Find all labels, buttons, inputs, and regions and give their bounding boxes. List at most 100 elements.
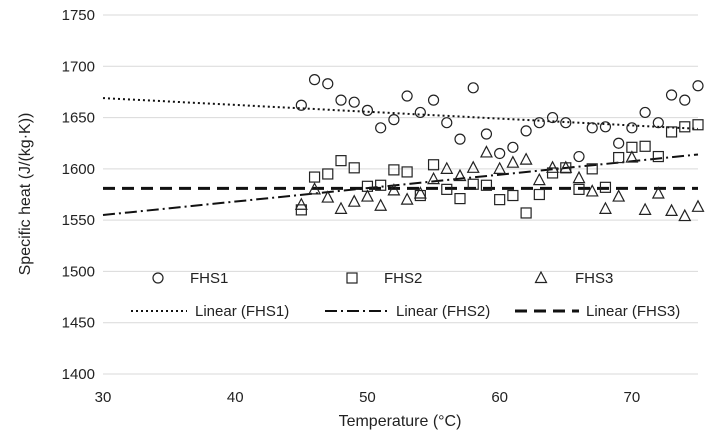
- point-fhs1: [573, 150, 585, 163]
- point-fhs2: [573, 183, 585, 195]
- point-fhs1: [546, 111, 559, 124]
- point-fhs3: [479, 145, 493, 158]
- legend-marker-fhs1: [152, 272, 164, 284]
- point-fhs1: [679, 94, 691, 106]
- point-fhs2: [665, 126, 678, 138]
- point-fhs3: [598, 201, 612, 214]
- point-fhs2: [388, 164, 400, 176]
- point-fhs1: [375, 122, 387, 134]
- point-fhs3: [691, 199, 705, 212]
- point-fhs1: [494, 147, 506, 160]
- trendline-dotted: [102, 97, 699, 130]
- x-axis-title: Temperature (°C): [339, 413, 462, 430]
- point-fhs3: [440, 161, 454, 174]
- point-fhs2: [401, 166, 413, 178]
- point-fhs1: [322, 78, 334, 90]
- point-fhs3: [321, 190, 335, 203]
- legend: FHS1 FHS2 FHS3 Linear (FHS1) Linear (FHS2) Li…: [131, 270, 680, 320]
- point-fhs2: [546, 167, 559, 179]
- point-fhs1: [533, 117, 545, 129]
- point-fhs2: [494, 194, 506, 206]
- point-fhs3: [308, 182, 322, 195]
- point-fhs3: [651, 186, 665, 199]
- legend-label: Linear (FHS3): [586, 303, 680, 320]
- point-fhs2: [480, 179, 493, 191]
- y-tick-label: 1450: [62, 315, 95, 332]
- point-fhs3: [506, 155, 520, 168]
- point-fhs1: [480, 128, 493, 140]
- legend-label: FHS3: [575, 270, 613, 287]
- legend-marker-fhs3: [534, 270, 548, 284]
- y-tick-label: 1500: [62, 263, 95, 280]
- point-fhs2: [295, 204, 307, 216]
- point-fhs3: [559, 160, 573, 173]
- y-tick-label: 1400: [62, 366, 95, 383]
- point-fhs2: [520, 207, 532, 219]
- point-fhs1: [414, 106, 426, 119]
- point-fhs2: [427, 159, 440, 171]
- point-fhs1: [665, 89, 678, 101]
- point-fhs2: [375, 179, 387, 191]
- point-fhs2: [335, 155, 347, 167]
- legend-label: FHS1: [190, 270, 228, 287]
- point-fhs3: [665, 203, 679, 217]
- point-fhs3: [347, 194, 361, 207]
- x-tick-label: 40: [227, 389, 244, 406]
- point-fhs1: [335, 94, 347, 106]
- gridlines: [103, 14, 698, 375]
- point-fhs2: [454, 193, 466, 205]
- point-fhs3: [678, 208, 692, 222]
- point-fhs2: [507, 189, 519, 202]
- legend-label: Linear (FHS2): [396, 303, 490, 320]
- y-tick-label: 1600: [62, 161, 95, 178]
- point-fhs1: [427, 94, 440, 106]
- point-fhs3: [532, 172, 546, 186]
- point-fhs1: [586, 122, 598, 134]
- point-fhs3: [334, 201, 348, 214]
- y-tick-label: 1550: [62, 212, 95, 229]
- point-fhs1: [467, 82, 479, 94]
- point-fhs1: [361, 104, 374, 116]
- point-fhs3: [453, 168, 467, 182]
- point-fhs3: [519, 152, 533, 165]
- point-fhs2: [348, 162, 360, 174]
- trendline-dashdot: [102, 153, 699, 217]
- point-fhs3: [387, 183, 401, 196]
- x-tick-labels: 30 40 50 60 70: [95, 389, 641, 406]
- point-fhs1: [507, 141, 519, 153]
- legend-marker-fhs2: [346, 272, 358, 284]
- point-fhs3: [294, 197, 308, 210]
- point-fhs1: [308, 74, 321, 86]
- point-fhs1: [560, 117, 572, 129]
- x-tick-label: 70: [624, 389, 641, 406]
- point-fhs1: [626, 122, 638, 134]
- point-fhs3: [400, 192, 414, 205]
- x-tick-label: 30: [95, 389, 112, 406]
- point-fhs1: [692, 80, 704, 92]
- point-fhs3: [466, 160, 480, 173]
- point-fhs3: [572, 170, 586, 184]
- point-fhs3: [638, 202, 652, 215]
- x-tick-label: 50: [359, 389, 376, 406]
- point-fhs2: [652, 150, 664, 163]
- point-fhs2: [308, 171, 321, 183]
- point-fhs2: [441, 183, 453, 195]
- point-fhs1: [348, 96, 360, 108]
- point-fhs1: [401, 90, 413, 102]
- point-fhs2: [533, 188, 545, 201]
- point-fhs2: [613, 151, 625, 164]
- point-fhs3: [625, 150, 639, 163]
- trendlines: [102, 97, 699, 217]
- point-fhs3: [360, 189, 374, 202]
- point-fhs2: [639, 140, 651, 152]
- point-fhs1: [652, 117, 664, 129]
- point-fhs2: [414, 189, 426, 202]
- point-fhs1: [441, 117, 453, 129]
- point-fhs3: [546, 160, 560, 173]
- point-fhs3: [585, 184, 599, 197]
- point-fhs2: [322, 168, 334, 180]
- point-fhs1: [454, 133, 466, 145]
- point-fhs2: [599, 181, 612, 193]
- point-fhs1: [520, 125, 532, 137]
